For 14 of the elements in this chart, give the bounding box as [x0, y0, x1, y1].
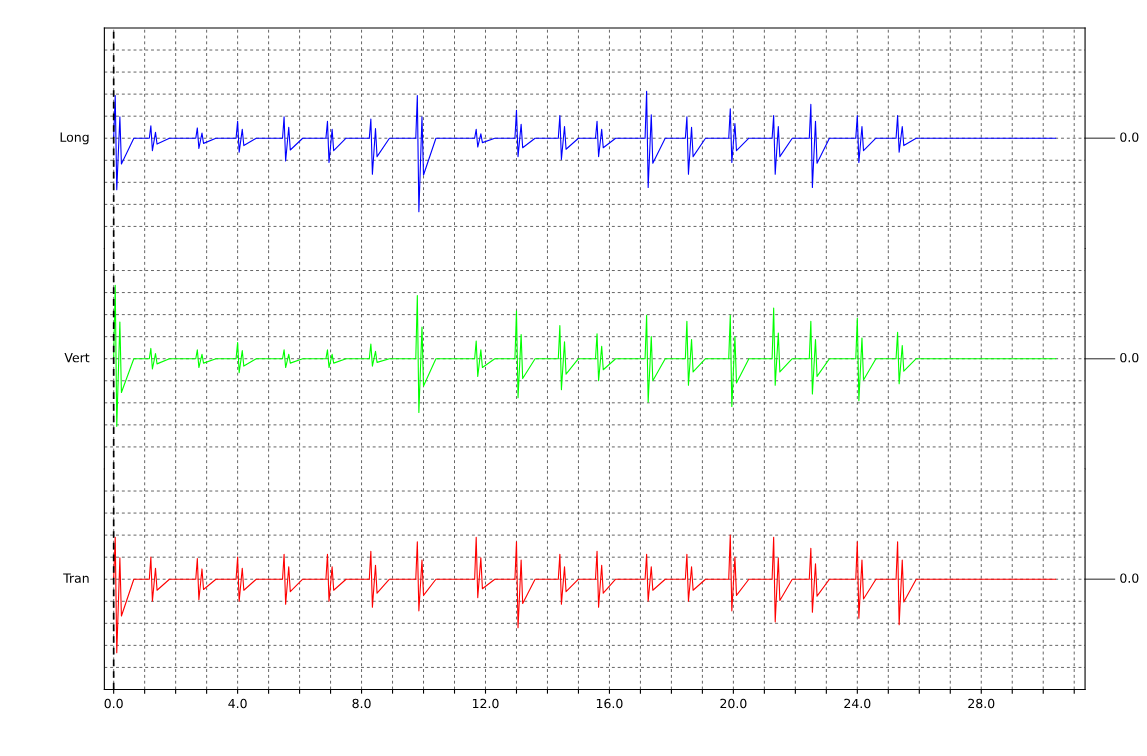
- x-tick-label: 24.0: [844, 698, 871, 709]
- y-axis-title: Tran: [63, 573, 89, 583]
- text: 0.0: [1120, 352, 1139, 363]
- y-axis-title: Vert: [64, 353, 90, 363]
- x-tick-label: 28.0: [968, 698, 995, 709]
- text: 0.0: [1120, 132, 1139, 142]
- x-tick-label: 0.0: [104, 698, 123, 709]
- x-tick-label: 20.0: [720, 698, 747, 709]
- text: 0.0: [1120, 573, 1139, 583]
- x-tick-label: 16.0: [596, 698, 623, 709]
- y-axis-title: Long: [60, 132, 89, 145]
- x-tick-label: 12.0: [472, 698, 499, 709]
- x-tick-label: 4.0: [228, 698, 247, 709]
- x-tick-label: 8.0: [352, 698, 371, 709]
